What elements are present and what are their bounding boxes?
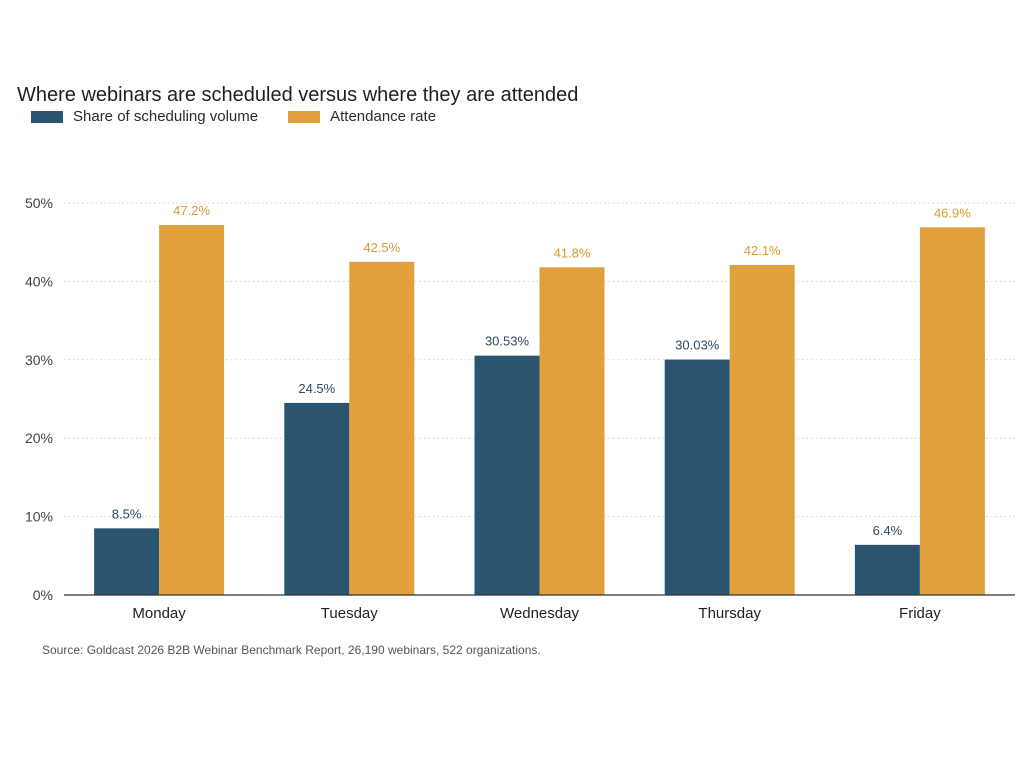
source-note: Source: Goldcast 2026 B2B Webinar Benchm… <box>42 643 541 657</box>
y-tick-label: 20% <box>25 430 53 446</box>
data-label: 24.5% <box>298 381 335 396</box>
y-tick-label: 0% <box>33 587 53 603</box>
bar <box>919 227 985 595</box>
chart-title: Where webinars are scheduled versus wher… <box>17 84 579 106</box>
bar <box>349 261 415 595</box>
x-tick-label: Friday <box>899 605 941 622</box>
legend-item-scheduling: Share of scheduling volume <box>31 108 258 125</box>
bar <box>284 402 350 595</box>
bar <box>539 267 605 595</box>
data-label: 46.9% <box>934 205 971 220</box>
bar <box>729 264 795 595</box>
data-label: 8.5% <box>112 506 142 521</box>
legend-label-scheduling: Share of scheduling volume <box>73 108 259 125</box>
y-tick-label: 10% <box>25 509 53 525</box>
legend-label-attendance: Attendance rate <box>330 108 437 125</box>
data-label: 42.5% <box>363 240 400 255</box>
data-label: 41.8% <box>554 245 591 260</box>
bar <box>159 224 225 595</box>
x-tick-label: Wednesday <box>500 605 579 622</box>
bar <box>474 355 540 595</box>
x-tick-label: Monday <box>132 605 186 622</box>
data-label: 47.2% <box>173 203 210 218</box>
bar <box>854 544 920 595</box>
y-tick-label: 40% <box>25 273 53 289</box>
data-label: 30.03% <box>675 338 720 353</box>
data-label: 30.53% <box>485 334 530 349</box>
legend-item-attendance: Attendance rate <box>288 108 436 125</box>
data-label: 6.4% <box>873 523 903 538</box>
y-tick-label: 50% <box>25 195 53 211</box>
legend-swatch-attendance <box>288 110 321 123</box>
x-tick-label: Thursday <box>698 605 761 622</box>
y-tick-label: 30% <box>25 352 53 368</box>
bar <box>94 528 160 595</box>
x-tick-label: Tuesday <box>321 605 378 622</box>
bar <box>664 359 730 595</box>
data-label: 42.1% <box>744 243 781 258</box>
legend-swatch-scheduling <box>31 110 63 123</box>
chart-legend: Share of scheduling volume Attendance ra… <box>31 108 466 125</box>
